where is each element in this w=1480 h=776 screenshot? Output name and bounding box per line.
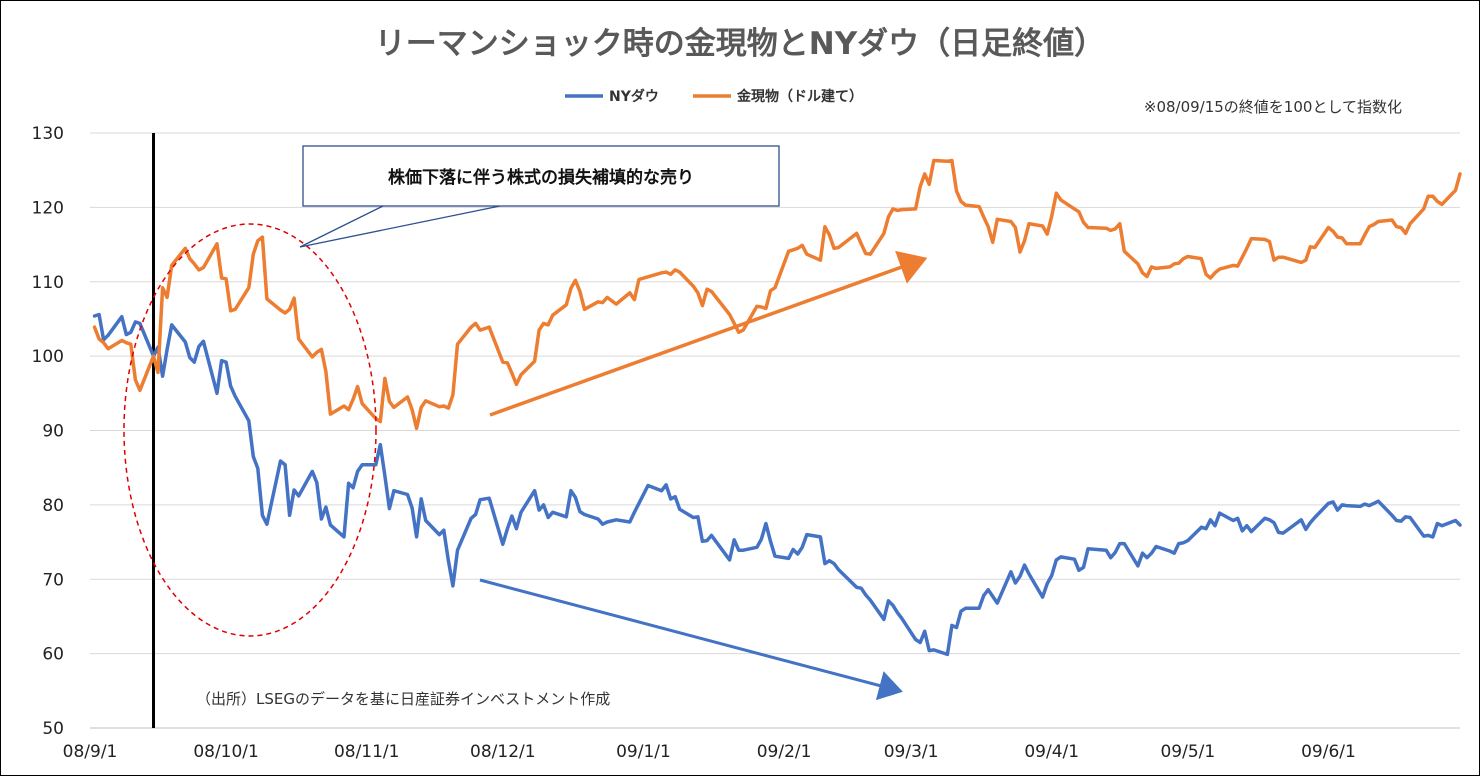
y-tick-label: 110 [32,273,64,293]
grid [90,132,1460,729]
source-note: （出所）LSEGのデータを基に日産証券インベストメント作成 [196,690,610,708]
series [92,158,1462,657]
series-line-nydow [92,312,1462,657]
x-tick-label: 09/2/1 [757,742,812,762]
y-tick-label: 80 [42,496,64,516]
y-tick-label: 100 [32,347,64,367]
trend-arrow-gold [489,250,928,417]
x-tick-label: 09/1/1 [616,742,671,762]
series-line-gold [92,158,1462,431]
callout-text: 株価下落に伴う株式の損失補填的な売り [388,167,694,188]
x-tick-label: 09/4/1 [1024,742,1079,762]
y-tick-label: 90 [42,422,64,442]
x-tick-label: 08/10/1 [193,742,259,762]
x-tick-label: 08/9/1 [63,742,118,762]
legend: NYダウ 金現物（ドル建て） [565,88,863,105]
y-tick-label: 70 [42,570,64,590]
y-tick-label: 130 [32,124,64,144]
callout-box [302,145,780,207]
chart-title: リーマンショック時の金現物とNYダウ（日足終値） [375,26,1105,62]
x-axis: 08/9/1 08/10/1 08/11/1 08/12/1 09/1/1 09/2/1 0… [63,742,1356,762]
x-tick-label: 09/5/1 [1160,742,1215,762]
y-tick-label: 60 [42,645,64,665]
legend-label: NYダウ [609,88,659,105]
legend-label: 金現物（ドル建て） [736,88,863,105]
callout-leader [299,205,501,248]
x-tick-label: 08/11/1 [334,742,400,762]
trend-arrow-dow [479,578,903,701]
y-tick-label: 120 [32,198,64,218]
index-note: ※08/09/15の終値を100として指数化 [1144,98,1402,116]
highlight-ellipse [123,223,377,637]
y-tick-label: 50 [42,719,64,739]
y-axis: 50 60 70 80 90 100 110 120 130 [32,124,64,739]
x-tick-label: 09/6/1 [1301,742,1356,762]
x-tick-label: 08/12/1 [470,742,536,762]
callout-leader [299,205,384,248]
x-tick-label: 09/3/1 [884,742,939,762]
